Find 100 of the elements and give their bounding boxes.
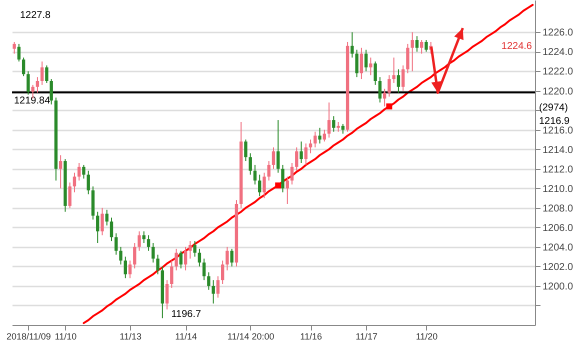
y-tick-label: 1200.0 (542, 281, 574, 292)
candlestick (304, 142, 308, 166)
candlestick (308, 139, 312, 154)
candlestick (396, 68, 400, 94)
candlestick (40, 60, 44, 86)
candlestick (350, 32, 354, 58)
candlestick (36, 76, 40, 94)
y-tick-label: 1208.0 (542, 203, 574, 214)
candlestick (174, 248, 178, 271)
candlestick (50, 78, 53, 105)
candlestick (128, 260, 132, 279)
candlestick (78, 162, 81, 182)
candlestick (170, 260, 174, 288)
candlestick (420, 40, 424, 54)
candlestick (216, 276, 220, 298)
candlestick (184, 246, 188, 271)
y-tick-label: 1224.0 (542, 47, 574, 58)
candlestick (152, 242, 155, 264)
candlestick (276, 120, 280, 174)
candlestick (267, 160, 270, 182)
annotation: 1227.8 (20, 10, 52, 21)
candlestick (138, 230, 141, 252)
candlestick (286, 176, 289, 204)
candlestick (360, 47, 364, 80)
candlestick (322, 129, 326, 142)
x-tick-label: 11/20 (416, 332, 438, 342)
candlestick (212, 280, 215, 304)
candlestick (290, 162, 294, 185)
candlestick (146, 234, 150, 252)
candlestick (314, 131, 317, 148)
candlestick (244, 139, 248, 162)
candlestick (382, 88, 386, 107)
candlestick (22, 57, 26, 77)
candlestick (226, 246, 229, 271)
ref-line-label: 1219.84 (14, 95, 51, 106)
y-tick-label: 1226.0 (542, 28, 574, 39)
candlestick (424, 40, 428, 52)
candlestick (86, 170, 90, 195)
candlestick (332, 116, 336, 132)
candlestick (388, 74, 391, 98)
candlestick (369, 57, 372, 76)
candlestick (410, 32, 414, 72)
candlestick (82, 164, 86, 180)
candlestick (26, 70, 30, 96)
candlestick (207, 272, 210, 290)
y-tick-label: 1204.0 (542, 242, 574, 254)
x-tick-label: 11/10 (54, 332, 77, 342)
candlestick (262, 172, 266, 199)
candlestick (100, 207, 104, 236)
candlestick (142, 230, 146, 244)
candlestick (355, 49, 358, 78)
x-tick-label: 11/16 (300, 332, 322, 342)
candlestick (165, 280, 169, 310)
candlestick (96, 211, 100, 244)
candlestick (374, 60, 377, 86)
candlestick (295, 146, 298, 172)
candlestick (133, 242, 136, 269)
candlestick (156, 254, 160, 275)
annotation: 1196.7 (171, 308, 202, 320)
candlestick (17, 43, 21, 62)
candlestick (364, 49, 368, 72)
text: (2974) (539, 102, 568, 114)
x-tick-label: 11/14 20:00 (227, 332, 274, 342)
candlestick (258, 174, 262, 197)
candlestick (72, 172, 76, 193)
y-tick-label: 1214.0 (542, 144, 574, 156)
candlestick (253, 164, 257, 185)
y-tick-label: 1220.0 (542, 86, 574, 98)
candlestick (272, 146, 276, 170)
candlestick (220, 260, 224, 285)
candlestick (12, 41, 16, 54)
candlestick (230, 248, 234, 267)
candlestick (105, 209, 108, 226)
candlestick (401, 64, 405, 92)
y-tick-label: 1206.0 (542, 222, 574, 234)
candlestick (58, 154, 62, 189)
candlestick (300, 141, 303, 164)
y-tick-label: 1222.0 (542, 66, 574, 78)
annotation: 1224.6 (501, 40, 532, 52)
candlestick (336, 121, 340, 132)
candlestick (415, 36, 419, 52)
x-tick-label: 2018/11/09 (6, 332, 51, 342)
candlestick (202, 258, 206, 281)
y-tick-label: 1216.0 (542, 125, 574, 136)
x-tick-label: 11/17 (356, 332, 378, 342)
candlestick (327, 102, 331, 138)
candlestick (68, 182, 72, 208)
candlestick (193, 240, 196, 258)
candlestick (119, 246, 122, 265)
y-tick-label: 1202.0 (542, 262, 574, 273)
text: 1216.9 (539, 116, 570, 127)
y-tick-label: 1212.0 (542, 164, 574, 176)
x-tick-label: 11/13 (120, 332, 142, 342)
candlestick (198, 248, 202, 267)
candlestick (318, 127, 322, 144)
candlestick (45, 64, 48, 84)
candlestick (281, 164, 284, 193)
candlestick (179, 250, 183, 269)
candlestick (406, 43, 410, 74)
candlestick (110, 217, 114, 242)
